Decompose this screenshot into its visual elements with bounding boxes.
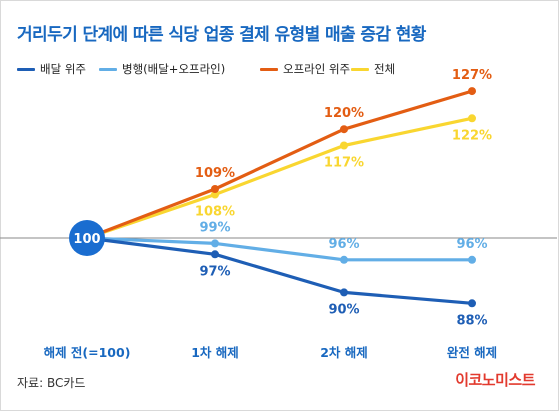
data-label-series-2-4: 96% — [456, 237, 487, 252]
legend-swatch-series-4 — [351, 67, 369, 71]
data-label-series-1-4: 88% — [456, 313, 487, 328]
data-point-series-2-2 — [211, 239, 219, 248]
legend-item-series-3: 오프라인 위주 — [260, 61, 350, 77]
legend-label-series-3: 오프라인 위주 — [283, 62, 351, 76]
baseline-marker — [69, 220, 105, 256]
brand-logo: 이코노미스트 — [455, 371, 535, 389]
data-point-series-1-3 — [340, 288, 348, 297]
series-line-1 — [85, 236, 474, 305]
data-label-series-4-2: 108% — [195, 205, 235, 220]
x-tick-layer: 해제 전(=100) 1차 해제 2차 해제 완전 해제 — [44, 345, 498, 360]
data-label-series-4-4: 122% — [452, 128, 492, 143]
data-point-series-3-2 — [211, 185, 219, 193]
legend-item-series-4: 전체 — [351, 61, 395, 77]
legend-swatch-series-1 — [17, 67, 35, 71]
data-point-series-1-4 — [468, 299, 476, 308]
legend-swatch-series-2 — [99, 67, 117, 71]
data-point-series-4-3 — [340, 141, 348, 150]
x-tick-label-2: 1차 해제 — [191, 345, 239, 360]
x-tick-label-4: 완전 해제 — [447, 345, 497, 360]
data-label-series-4-3: 117% — [324, 156, 364, 171]
series-line-4 — [85, 116, 474, 240]
data-point-series-3-3 — [340, 125, 348, 134]
legend-label-series-2: 병행(배달+오프라인) — [122, 62, 226, 76]
data-point-series-3-4 — [468, 87, 476, 96]
data-point-series-2-4 — [468, 255, 476, 264]
data-point-series-4-2 — [211, 190, 219, 199]
data-point-series-4-4 — [468, 114, 476, 123]
series-line-3 — [85, 89, 474, 240]
legend-item-series-2: 병행(배달+오프라인) — [99, 61, 225, 77]
data-point-series-2-3 — [340, 255, 348, 264]
data-label-series-3-3: 120% — [324, 106, 364, 121]
baseline-marker-label: 100 — [73, 232, 100, 247]
data-label-series-3-2: 109% — [195, 166, 235, 181]
series-layer — [85, 87, 476, 308]
legend-swatch-series-3 — [260, 67, 278, 71]
chart-title: 거리두기 단계에 따른 식당 업종 결제 유형별 매출 증감 현황 — [17, 25, 426, 45]
legend-label-series-1: 배달 위주 — [40, 62, 86, 76]
data-label-series-1-3: 90% — [328, 302, 359, 317]
legend-item-series-1: 배달 위주 — [17, 61, 86, 77]
data-label-layer: 99% 96% 96% 108% 117% 122% 97% 90% 88% 109% 120% 12… — [195, 68, 492, 328]
legend-label-series-4: 전체 — [374, 62, 396, 76]
data-label-series-2-3: 96% — [328, 237, 359, 252]
data-point-series-1-2 — [211, 250, 219, 259]
data-label-series-2-2: 99% — [199, 220, 230, 235]
source-note: 자료: BC카드 — [17, 376, 86, 390]
series-line-2 — [85, 236, 474, 262]
data-label-series-3-4: 127% — [452, 68, 492, 83]
x-tick-label-3: 2차 해제 — [320, 345, 368, 360]
data-label-series-1-2: 97% — [199, 264, 230, 279]
x-tick-label-1: 해제 전(=100) — [44, 345, 131, 360]
